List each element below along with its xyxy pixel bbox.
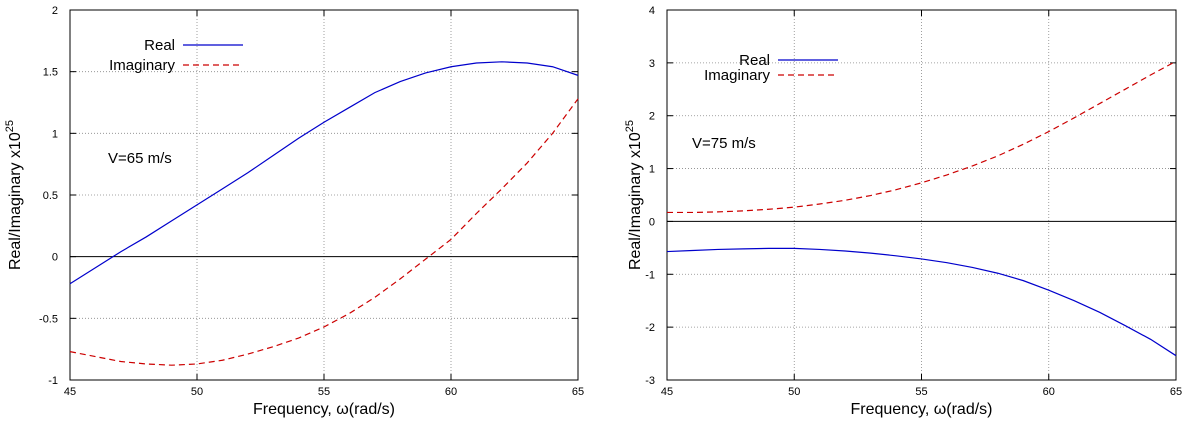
- left-plot-legend-label-imaginary: Imaginary: [109, 57, 175, 74]
- right-plot-y-axis-label-text: Real/Imaginary x10: [627, 132, 644, 270]
- left-plot-y-axis-label-text: Real/Imaginary x10: [7, 132, 24, 270]
- left-plot-xtick-label-0: 45: [64, 386, 76, 398]
- right-plot-annotation: V=75 m/s: [692, 135, 756, 152]
- right-plot-ytick-label-0: -3: [645, 375, 655, 387]
- right-plot-ytick-label-6: 3: [649, 58, 655, 70]
- left-plot-series-real-line: [69, 61, 579, 285]
- left-plot-ytick-label-3: 0.5: [43, 190, 58, 202]
- right-plot-ytick-label-5: 2: [649, 111, 655, 123]
- right-plot-y-axis-label-exponent: 25: [624, 120, 636, 132]
- right-plot-xtick-label-2: 55: [915, 386, 927, 398]
- right-plot-ytick-label-3: 0: [649, 216, 655, 228]
- left-plot-ytick-label-6: 2: [52, 5, 58, 17]
- left-plot-ytick-label-0: -1: [48, 375, 58, 387]
- left-plot-legend-label-real: Real: [144, 37, 175, 54]
- left-plot-xtick-label-1: 50: [191, 386, 203, 398]
- right-plot-y-axis-label: Real/Imaginary x1025: [624, 120, 644, 270]
- right-plot-ytick-label-7: 4: [649, 5, 655, 17]
- left-plot-x-axis-label: Frequency, ω(rad/s): [253, 401, 395, 418]
- right-plot-legend-label-real: Real: [739, 52, 770, 69]
- left-plot: 45 50 55 60 65 -1 -0.5 0 0.5 1 1.5 2 Real Imaginary V=…: [4, 5, 584, 418]
- left-plot-y-axis-label: Real/Imaginary x1025: [4, 120, 24, 270]
- right-plot-series-real-line: [666, 247, 1177, 357]
- left-plot-xtick-label-3: 60: [445, 386, 457, 398]
- right-plot-xtick-label-0: 45: [661, 386, 673, 398]
- left-plot-xtick-label-2: 55: [318, 386, 330, 398]
- right-plot-legend-label-imaginary: Imaginary: [704, 67, 770, 84]
- right-plot-x-axis-label: Frequency, ω(rad/s): [850, 401, 992, 418]
- left-plot-annotation: V=65 m/s: [108, 150, 172, 167]
- left-plot-ytick-label-4: 1: [52, 128, 58, 140]
- right-plot-ytick-label-1: -2: [645, 322, 655, 334]
- right-plot-xtick-label-1: 50: [788, 386, 800, 398]
- left-plot-xtick-label-4: 65: [572, 386, 584, 398]
- left-plot-ytick-label-1: -0.5: [39, 313, 58, 325]
- right-plot-xtick-label-3: 60: [1043, 386, 1055, 398]
- right-plot-xtick-label-4: 65: [1170, 386, 1182, 398]
- right-plot-ytick-label-2: -1: [645, 269, 655, 281]
- left-plot-ytick-label-2: 0: [52, 252, 58, 264]
- left-plot-y-axis-label-exponent: 25: [4, 120, 16, 132]
- right-plot-series-imaginary-line: [667, 60, 1177, 214]
- right-plot-ytick-label-4: 1: [649, 164, 655, 176]
- left-plot-series-imaginary-line: [69, 98, 579, 366]
- left-plot-ytick-label-5: 1.5: [43, 67, 58, 79]
